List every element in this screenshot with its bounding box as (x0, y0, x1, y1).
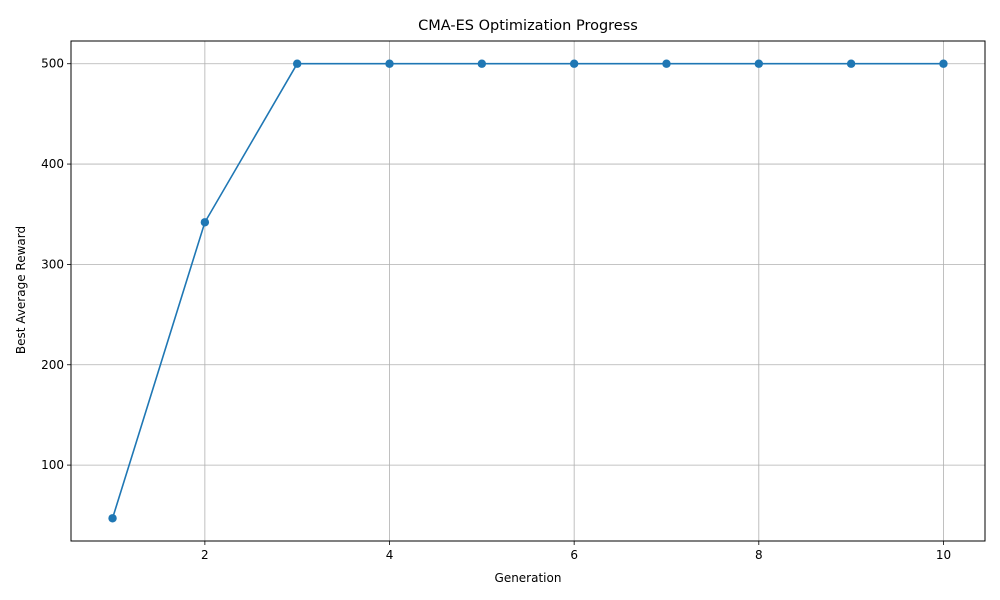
data-point (939, 59, 948, 68)
y-tick-label: 300 (41, 257, 64, 271)
data-point (569, 59, 579, 68)
x-tick-label: 4 (386, 548, 394, 562)
x-tick-label: 2 (201, 548, 209, 562)
x-axis-label: Generation (495, 571, 562, 585)
y-axis-label: Best Average Reward (14, 226, 28, 354)
x-tick-label: 6 (570, 548, 578, 562)
data-point (477, 59, 487, 68)
data-point (846, 59, 856, 68)
y-tick-label: 200 (41, 358, 64, 372)
series-line (111, 62, 944, 519)
series-layer (108, 59, 948, 523)
chart-title: CMA-ES Optimization Progress (418, 18, 638, 34)
y-tick-label: 100 (41, 458, 64, 472)
y-axis-ticks: 100 200 300 400 500 (41, 57, 71, 472)
x-tick-label: 8 (755, 548, 763, 562)
data-point (385, 59, 394, 68)
data-point (292, 59, 302, 68)
data-point (200, 218, 210, 227)
x-tick-label: 10 (936, 548, 951, 562)
plot-frame (70, 40, 986, 542)
y-tick-label: 500 (41, 57, 64, 71)
y-tick-label: 400 (41, 157, 64, 171)
data-point (108, 514, 117, 523)
data-point (754, 59, 764, 68)
x-axis-ticks: 2 4 6 8 10 (201, 541, 951, 562)
data-point (662, 59, 671, 68)
